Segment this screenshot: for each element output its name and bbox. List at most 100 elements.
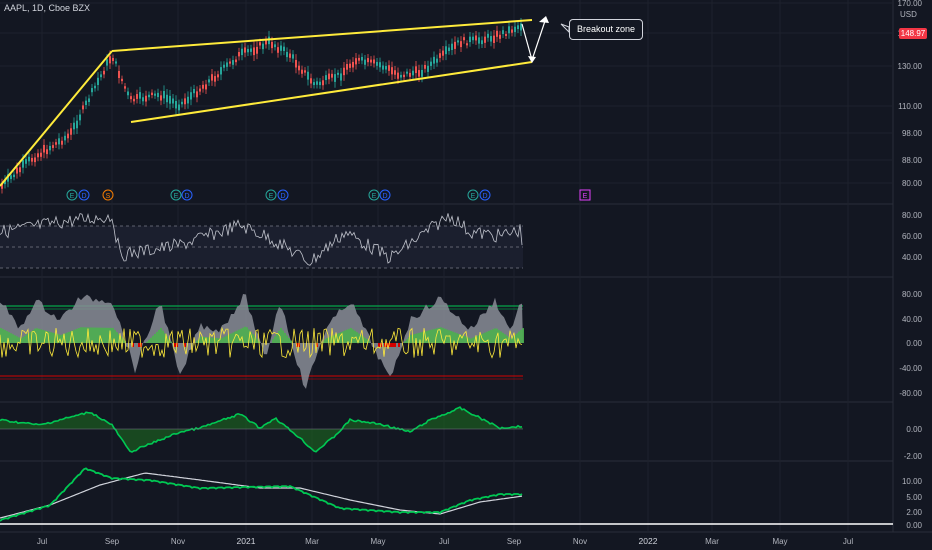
histogram-bar <box>88 327 90 343</box>
candle-body <box>442 50 444 56</box>
histogram-bar <box>324 339 326 343</box>
histogram-bar <box>158 329 160 343</box>
histogram-bar <box>480 334 482 343</box>
histogram-bar <box>240 328 242 343</box>
histogram-bar <box>46 331 48 343</box>
candle-body <box>361 56 363 61</box>
histogram-bar <box>82 327 84 343</box>
candle-body <box>217 74 219 78</box>
candle-body <box>199 88 201 92</box>
histogram-bar <box>426 330 428 343</box>
candle-body <box>172 98 174 104</box>
histogram-bar <box>278 330 280 343</box>
histogram-bar <box>100 327 102 343</box>
histogram-bar <box>516 333 518 343</box>
candle-body <box>349 63 351 68</box>
histogram-bar <box>484 332 486 343</box>
candle-body <box>256 46 258 54</box>
candle-body <box>211 74 213 81</box>
candle-body <box>244 47 246 53</box>
candle-body <box>319 81 321 86</box>
histogram-bar <box>482 333 484 343</box>
price-axis-tick: 130.00 <box>898 62 923 71</box>
event-marker-label: E <box>269 193 274 200</box>
time-axis-tick: Mar <box>705 537 719 546</box>
candle-body <box>352 61 354 68</box>
candle-body <box>169 95 171 104</box>
histogram-bar <box>220 338 222 343</box>
histogram-bar <box>282 330 284 343</box>
event-marker-label: E <box>174 193 179 200</box>
histogram-bar <box>452 331 454 343</box>
histogram-bar <box>256 338 258 343</box>
histogram-bar <box>290 340 292 343</box>
histogram-bar <box>162 330 164 343</box>
histogram-bar <box>410 334 412 343</box>
histogram-bar <box>250 331 252 343</box>
histogram-bar <box>2 329 4 343</box>
candle-body <box>421 69 423 77</box>
candle-body <box>469 36 471 43</box>
candle-body <box>481 40 483 45</box>
candle-body <box>337 72 339 75</box>
histogram-bar <box>222 337 224 343</box>
histogram-bar <box>36 328 38 343</box>
candle-body <box>292 54 294 59</box>
candle-body <box>142 97 144 102</box>
histogram-bar <box>276 333 278 343</box>
candle-body <box>388 65 390 71</box>
candle-body <box>511 29 513 33</box>
histogram-bar <box>274 336 276 343</box>
symbol-label[interactable]: AAPL, 1D, Cboe BZX <box>4 3 91 13</box>
histogram-bar <box>40 329 42 343</box>
breakout-callout[interactable]: Breakout zone <box>569 19 643 40</box>
candle-body <box>493 35 495 43</box>
candle-body <box>184 98 186 105</box>
histogram-bar <box>50 332 52 343</box>
candle-body <box>265 40 267 45</box>
candle-body <box>295 59 297 68</box>
histogram-bar <box>434 328 436 343</box>
event-marker: E <box>265 189 277 201</box>
trend-baseline-line <box>0 472 523 519</box>
candle-body <box>85 100 87 105</box>
histogram-bar <box>244 326 246 343</box>
histogram-bar <box>184 343 186 347</box>
macd-axis-tick: -2.00 <box>904 452 923 461</box>
histogram-bar <box>486 331 488 343</box>
histogram-bar <box>114 330 116 343</box>
histogram-bar <box>18 337 20 343</box>
histogram-bar <box>216 338 218 343</box>
histogram-bar <box>346 329 348 343</box>
histogram-bar <box>98 327 100 343</box>
histogram-bar <box>448 330 450 343</box>
candle-body <box>139 92 141 99</box>
candle-body <box>157 92 159 98</box>
candle-body <box>262 43 264 50</box>
event-marker-circle <box>265 189 277 201</box>
histogram-bar <box>232 332 234 343</box>
histogram-bar <box>38 328 40 343</box>
histogram-bar <box>454 332 456 343</box>
breakout-arrow-head-up <box>539 16 549 23</box>
candle-body <box>376 61 378 66</box>
candle-body <box>520 23 522 31</box>
candle-body <box>382 65 384 70</box>
candle-body <box>121 78 123 82</box>
rsi-axis-tick: 60.00 <box>902 232 923 241</box>
histogram-bar <box>326 338 328 343</box>
candle-body <box>391 67 393 75</box>
event-marker-circle <box>479 189 491 201</box>
histogram-bar <box>66 332 68 343</box>
price-axis-tick: 80.00 <box>902 179 923 188</box>
histogram-bar <box>92 327 94 343</box>
candle-body <box>412 70 414 76</box>
event-marker-circle <box>379 189 391 201</box>
candle-body <box>487 33 489 38</box>
candle-body <box>16 167 18 174</box>
time-axis-tick: 2022 <box>639 536 658 546</box>
histogram-bar <box>48 331 50 343</box>
histogram-bar <box>476 335 478 343</box>
